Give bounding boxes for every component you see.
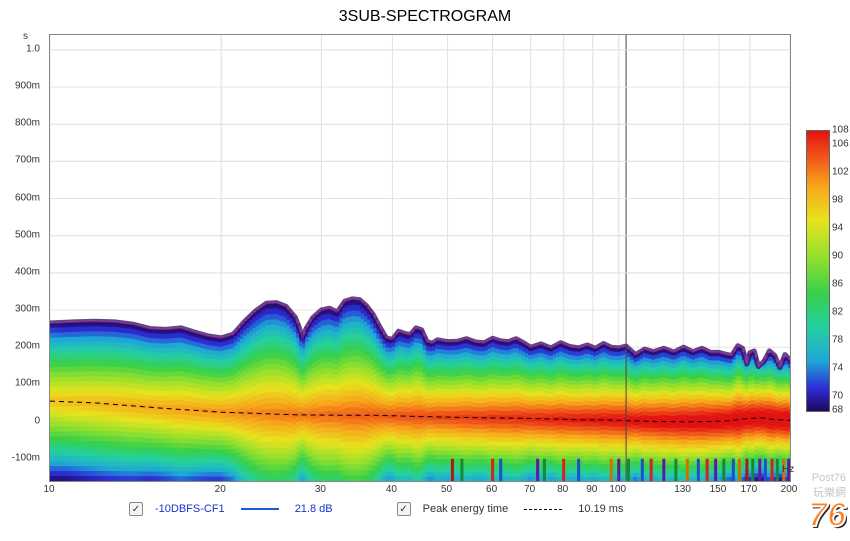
peak-value: 10.19 ms: [578, 503, 623, 515]
plot-svg: [50, 35, 790, 481]
x-axis-ticks: 102030405060708090100130150170200: [49, 482, 791, 498]
y-axis-ticks: -100m0100m200m300m400m500m600m700m800m90…: [0, 34, 44, 482]
watermark-76: 76: [808, 500, 846, 530]
peak-label: Peak energy time: [423, 503, 509, 515]
series-value: 21.8 dB: [295, 503, 333, 515]
series-checkbox[interactable]: ✓: [129, 502, 143, 516]
peak-line-sample: [524, 509, 562, 510]
series-label: -10DBFS-CF1: [155, 503, 225, 515]
peak-checkbox[interactable]: ✓: [397, 502, 411, 516]
color-scale-bar: [806, 130, 830, 412]
watermark: Post76玩樂網 76: [808, 472, 846, 531]
x-axis-unit: Hz: [782, 464, 794, 475]
chart-title: 3SUB-SPECTROGRAM: [0, 8, 850, 26]
spectrogram-chart: { "title": "3SUB-SPECTROGRAM", "type": "…: [0, 0, 850, 541]
series-line-sample: [241, 508, 279, 510]
plot-area: [49, 34, 791, 482]
legend-bar: ✓ -10DBFS-CF1 21.8 dB ✓ Peak energy time…: [49, 500, 791, 518]
color-scale-ticks: 687074788286909498102106108: [830, 120, 850, 420]
